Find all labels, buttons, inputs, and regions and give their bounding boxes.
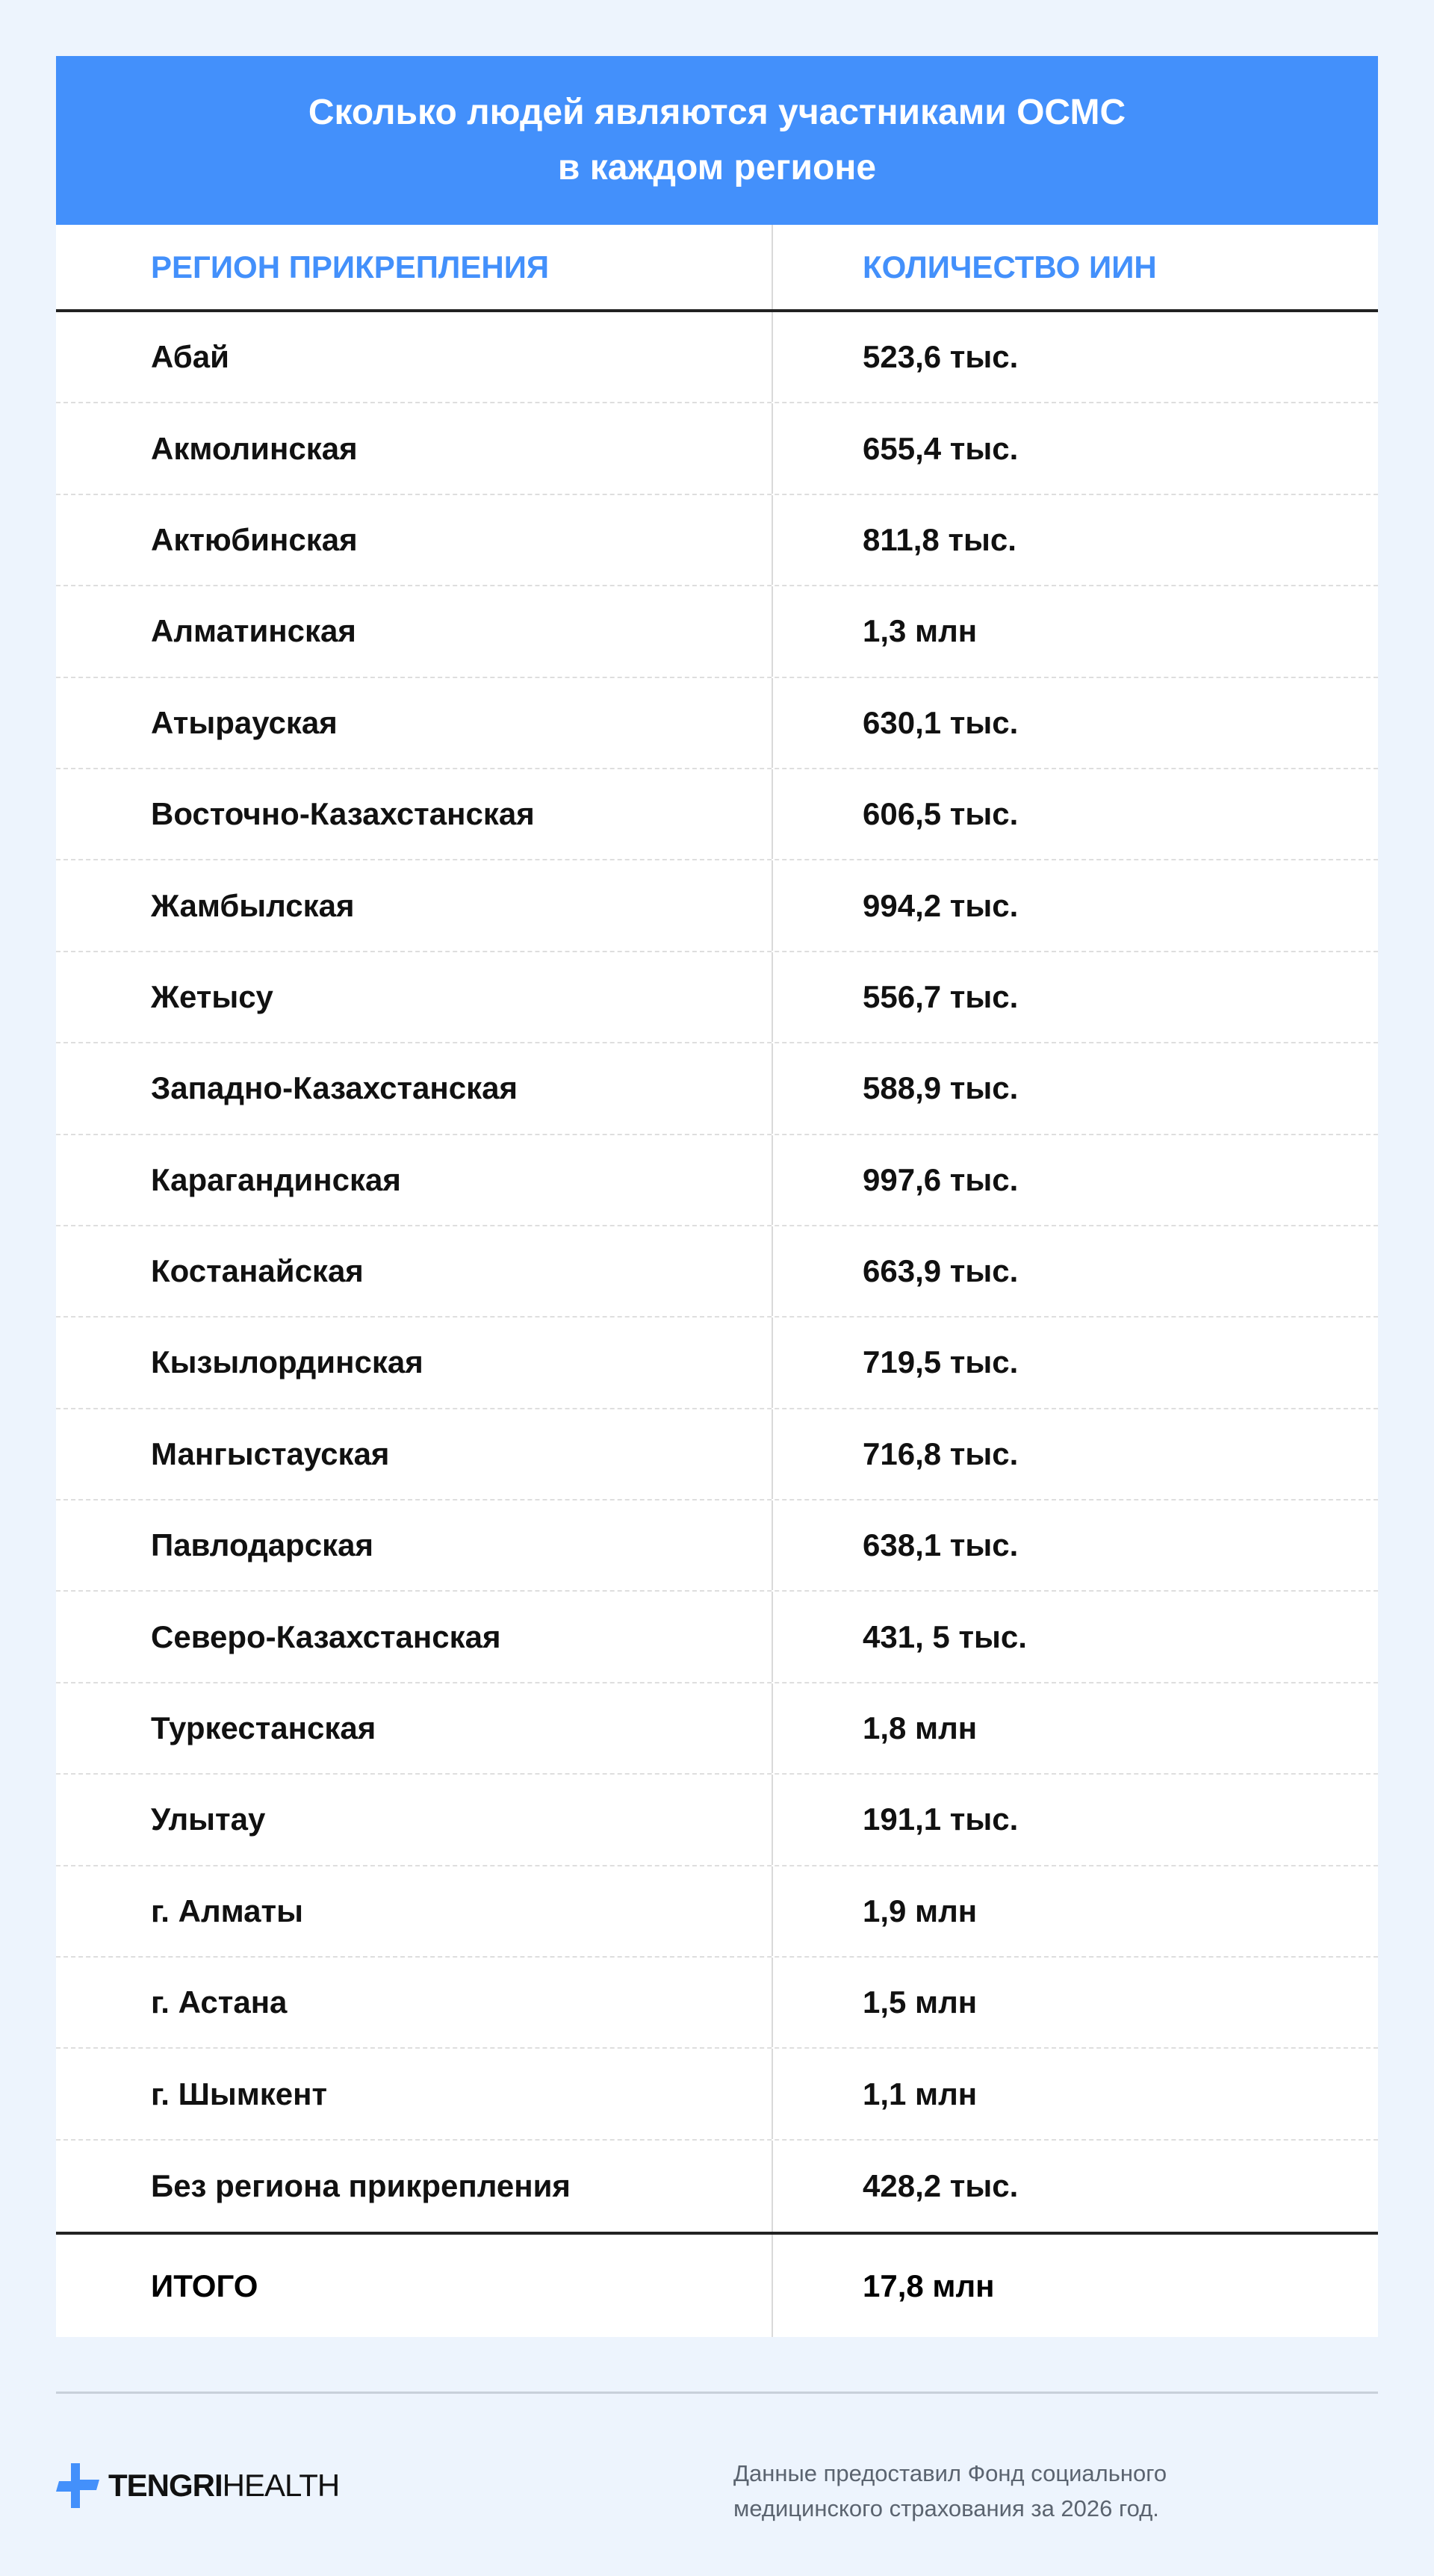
count-cell: 428,2 тыс. bbox=[863, 2168, 1019, 2203]
region-cell: Акмолинская bbox=[56, 403, 773, 494]
count-cell: 1,3 млн bbox=[863, 613, 978, 649]
region-cell: Северо-Казахстанская bbox=[56, 1592, 773, 1682]
table-row: г. Алматы 1,9 млн bbox=[56, 1866, 1378, 1958]
column-header-region: РЕГИОН ПРИКРЕПЛЕНИЯ bbox=[56, 225, 773, 309]
region-cell: Абай bbox=[56, 312, 773, 403]
table-row: Без региона прикрепления 428,2 тыс. bbox=[56, 2140, 1378, 2232]
table-row: Туркестанская 1,8 млн bbox=[56, 1683, 1378, 1775]
table-body: Абай 523,6 тыс. Акмолинская 655,4 тыс. Актюб… bbox=[56, 312, 1378, 2232]
table-row: г. Шымкент 1,1 млн bbox=[56, 2049, 1378, 2141]
region-cell: Павлодарская bbox=[56, 1500, 773, 1591]
table-row: Северо-Казахстанская 431, 5 тыс. bbox=[56, 1592, 1378, 1683]
source-note-line-1: Данные предоставил Фонд социального bbox=[733, 2460, 1167, 2486]
table-card: Сколько людей являются участниками ОСМС в… bbox=[56, 56, 1378, 2338]
region-cell: Западно-Казахстанская bbox=[56, 1043, 773, 1134]
count-cell: 638,1 тыс. bbox=[863, 1527, 1019, 1563]
region-cell: г. Астана bbox=[56, 1958, 773, 2048]
title-line-2: в каждом регионе bbox=[557, 148, 877, 187]
logo-text: TENGRIHEALTH bbox=[108, 2468, 340, 2503]
source-note-line-2: медицинского страхования за 2026 год. bbox=[733, 2495, 1159, 2521]
source-note: Данные предоставил Фонд социального меди… bbox=[733, 2456, 1167, 2526]
table-row: Улытау 191,1 тыс. bbox=[56, 1775, 1378, 1866]
page-title: Сколько людей являются участниками ОСМС в… bbox=[56, 56, 1378, 225]
count-cell: 997,6 тыс. bbox=[863, 1161, 1019, 1197]
region-cell: Без региона прикрепления bbox=[56, 2140, 773, 2232]
region-cell: Жетысу bbox=[56, 952, 773, 1043]
region-cell: Алматинская bbox=[56, 586, 773, 677]
total-value: 17,8 млн bbox=[863, 2268, 995, 2303]
count-cell: 630,1 тыс. bbox=[863, 704, 1019, 740]
table-header: РЕГИОН ПРИКРЕПЛЕНИЯ КОЛИЧЕСТВО ИИН bbox=[56, 225, 1378, 312]
region-cell: г. Алматы bbox=[56, 1866, 773, 1957]
table-row: Кызылординская 719,5 тыс. bbox=[56, 1318, 1378, 1409]
count-cell: 1,5 млн bbox=[863, 1984, 978, 2020]
count-cell: 1,1 млн bbox=[863, 2076, 978, 2111]
region-cell: Восточно-Казахстанская bbox=[56, 769, 773, 860]
table-row: г. Астана 1,5 млн bbox=[56, 1958, 1378, 2049]
total-row: ИТОГО 17,8 млн bbox=[56, 2232, 1378, 2338]
region-cell: Костанайская bbox=[56, 1226, 773, 1317]
table-row: Мангыстауская 716,8 тыс. bbox=[56, 1409, 1378, 1501]
count-cell: 719,5 тыс. bbox=[863, 1344, 1019, 1380]
table-row: Восточно-Казахстанская 606,5 тыс. bbox=[56, 769, 1378, 861]
table-row: Павлодарская 638,1 тыс. bbox=[56, 1500, 1378, 1592]
count-cell: 655,4 тыс. bbox=[863, 430, 1019, 466]
table-row: Карагандинская 997,6 тыс. bbox=[56, 1135, 1378, 1226]
region-cell: Кызылординская bbox=[56, 1318, 773, 1408]
column-header-count: КОЛИЧЕСТВО ИИН bbox=[863, 249, 1157, 285]
table-row: Атырауская 630,1 тыс. bbox=[56, 677, 1378, 769]
region-cell: Актюбинская bbox=[56, 494, 773, 586]
count-cell: 716,8 тыс. bbox=[863, 1436, 1019, 1471]
count-cell: 994,2 тыс. bbox=[863, 887, 1019, 923]
table-row: Алматинская 1,3 млн bbox=[56, 586, 1378, 678]
region-cell: Мангыстауская bbox=[56, 1409, 773, 1500]
region-cell: Атырауская bbox=[56, 677, 773, 768]
region-cell: Улытау bbox=[56, 1775, 773, 1865]
table-row: Акмолинская 655,4 тыс. bbox=[56, 403, 1378, 495]
count-cell: 811,8 тыс. bbox=[863, 521, 1016, 557]
title-line-1: Сколько людей являются участниками ОСМС bbox=[308, 93, 1126, 132]
table-row: Костанайская 663,9 тыс. bbox=[56, 1226, 1378, 1318]
total-label: ИТОГО bbox=[56, 2235, 773, 2338]
region-cell: Карагандинская bbox=[56, 1135, 773, 1225]
count-cell: 1,8 млн bbox=[863, 1710, 978, 1746]
count-cell: 523,6 тыс. bbox=[863, 339, 1019, 375]
count-cell: 431, 5 тыс. bbox=[863, 1618, 1027, 1654]
table-row: Абай 523,6 тыс. bbox=[56, 312, 1378, 404]
table-row: Актюбинская 811,8 тыс. bbox=[56, 494, 1378, 587]
region-cell: Жамбылская bbox=[56, 860, 773, 951]
table-row: Жамбылская 994,2 тыс. bbox=[56, 860, 1378, 952]
table-row: Жетысу 556,7 тыс. bbox=[56, 952, 1378, 1044]
count-cell: 606,5 тыс. bbox=[863, 796, 1019, 832]
table-row: Западно-Казахстанская 588,9 тыс. bbox=[56, 1043, 1378, 1135]
medical-cross-icon bbox=[56, 2463, 99, 2508]
count-cell: 588,9 тыс. bbox=[863, 1070, 1019, 1106]
region-cell: г. Шымкент bbox=[56, 2049, 773, 2139]
region-cell: Туркестанская bbox=[56, 1683, 773, 1774]
count-cell: 556,7 тыс. bbox=[863, 978, 1019, 1014]
divider bbox=[56, 2392, 1378, 2394]
count-cell: 1,9 млн bbox=[863, 1893, 978, 1928]
count-cell: 663,9 тыс. bbox=[863, 1253, 1019, 1289]
count-cell: 191,1 тыс. bbox=[863, 1801, 1019, 1837]
logo: TENGRIHEALTH bbox=[56, 2463, 340, 2508]
